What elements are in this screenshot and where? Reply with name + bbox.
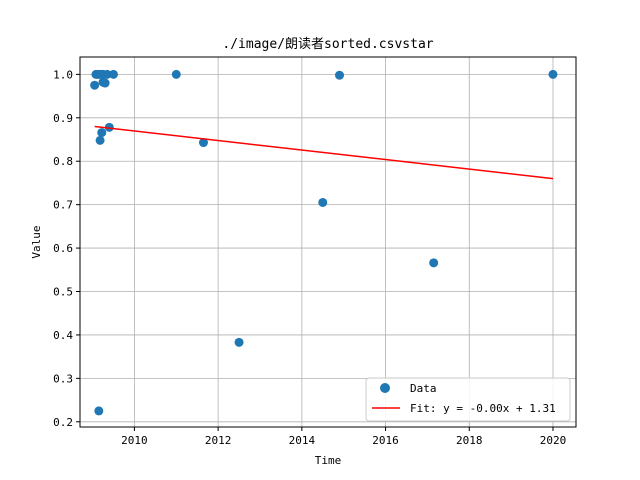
- x-tick-label: 2018: [456, 434, 483, 447]
- data-point: [97, 128, 107, 138]
- legend: Data Fit: y = -0.00x + 1.31: [365, 377, 571, 422]
- y-tick-label: 0.2: [53, 416, 73, 429]
- data-point: [429, 258, 439, 268]
- y-tick-label: 0.8: [53, 155, 73, 168]
- data-point: [234, 337, 244, 347]
- x-tick-label: 2016: [372, 434, 399, 447]
- x-tick-label: 2014: [289, 434, 316, 447]
- legend-label-fit: Fit: y = -0.00x + 1.31: [410, 402, 556, 415]
- data-point: [108, 69, 118, 79]
- data-point: [335, 70, 345, 80]
- data-point: [95, 135, 105, 145]
- data-point: [98, 77, 108, 87]
- y-tick-label: 0.7: [53, 199, 73, 212]
- grid: [80, 57, 576, 427]
- y-tick-label: 0.6: [53, 242, 73, 255]
- data-point: [104, 122, 114, 132]
- x-tick-label: 2010: [121, 434, 148, 447]
- y-axis-label: Value: [30, 225, 43, 258]
- legend-label-data: Data: [410, 382, 437, 395]
- series-layer: [90, 69, 558, 416]
- axis-ticks: 2010 2012 2014 2016 2018 2020 0.2 0.3 0.4 0.5 0.6 0…: [53, 68, 566, 447]
- data-point: [318, 197, 328, 207]
- data-point: [548, 69, 558, 79]
- data-point: [90, 80, 100, 90]
- data-point: [102, 69, 112, 79]
- data-point: [171, 69, 181, 79]
- data-point: [94, 406, 104, 416]
- x-tick-label: 2020: [540, 434, 567, 447]
- chart-title: ./image/朗读者sorted.csvstar: [222, 37, 433, 52]
- fit-line: [94, 125, 554, 180]
- x-axis-label: Time: [315, 454, 342, 467]
- y-tick-label: 1.0: [53, 68, 73, 81]
- legend-box: [365, 377, 571, 422]
- y-tick-label: 0.5: [53, 286, 73, 299]
- legend-marker-data: [380, 383, 390, 393]
- y-tick-label: 0.9: [53, 112, 73, 125]
- x-tick-label: 2012: [205, 434, 232, 447]
- y-tick-label: 0.4: [53, 329, 73, 342]
- data-point: [198, 138, 208, 148]
- data-point: [96, 69, 106, 79]
- plot-frame: [79, 56, 577, 428]
- y-tick-label: 0.3: [53, 372, 73, 385]
